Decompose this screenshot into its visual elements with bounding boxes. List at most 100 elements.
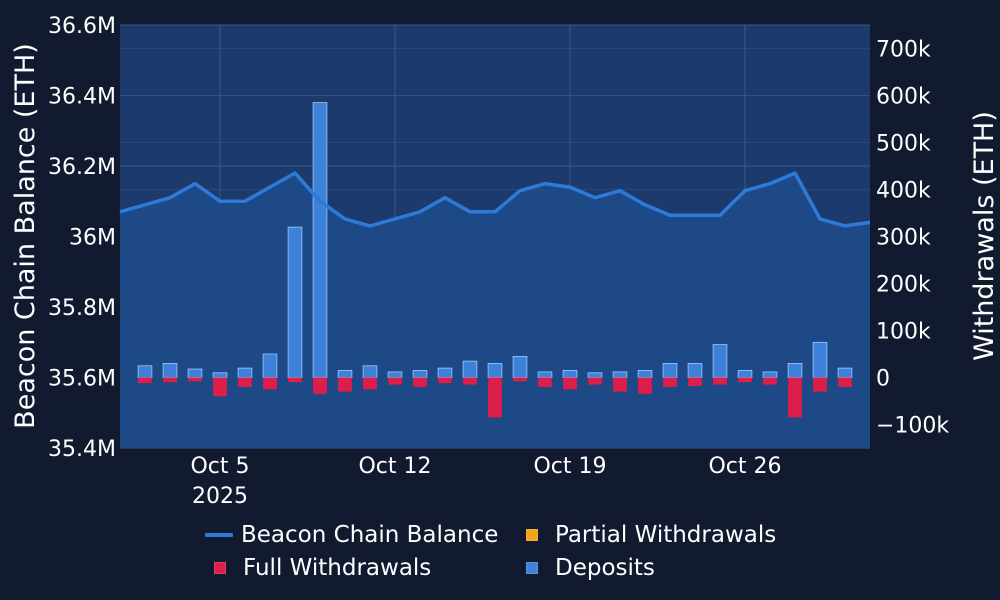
deposits-bar [562,369,578,378]
legend-item-full-withdrawals[interactable]: Full Withdrawals [205,555,431,581]
x-tick-label: Oct 26 [708,454,781,479]
deposits-bar [462,360,478,378]
x-tick-label: Oct 12 [358,454,431,479]
full-withdrawals-bar [213,377,227,397]
deposits-bar [512,355,528,378]
legend-label-deposits: Deposits [555,555,655,581]
full-withdrawals-bar [338,377,352,392]
deposits-bar [237,367,253,378]
bar-series [137,102,853,418]
full-withdrawals-bar [488,377,502,418]
full-withdrawals-bar [613,377,627,392]
full-withdrawals-bar [188,377,202,382]
legend-label-full-withdrawals: Full Withdrawals [243,555,432,581]
deposits-bar [412,369,428,378]
left-tick-label: 35.8M [48,296,116,321]
right-tick-label: −100k [876,414,949,439]
full-withdrawals-bar [663,377,677,387]
deposits-bar [837,367,853,378]
full-withdrawals-bar [313,377,327,394]
full-withdrawals-bar [838,377,852,387]
legend-label-balance: Beacon Chain Balance [241,522,499,548]
legend-item-balance[interactable]: Beacon Chain Balance [205,522,498,548]
full-withdrawals-bar [563,377,577,390]
right-tick-label: 500k [876,132,931,157]
deposits-bar [187,368,203,378]
full-withdrawals-bar [713,377,727,385]
left-axis: 35.4M 35.6M 35.8M 36M 36.2M 36.4M 36.6M [48,14,116,462]
right-axis-title: Withdrawals (ETH) [969,111,1000,361]
deposits-bar [812,341,828,378]
deposits-bar [287,226,303,378]
legend: Beacon Chain Balance Partial Withdrawals… [205,518,845,588]
full-withdrawals-bar [738,377,752,383]
balance-line [119,171,871,228]
full-withdrawals-bar [288,377,302,383]
full-withdrawals-bar [138,377,152,384]
full-withdrawals-bar [413,377,427,387]
deposits-bar [787,362,803,378]
x-axis: Oct 5 2025 Oct 12 Oct 19 Oct 26 [190,454,781,509]
deposits-bar [712,344,728,378]
deposits-bar [312,102,328,378]
full-withdrawals-bar [763,377,777,385]
x-tick-label: Oct 5 [190,454,249,479]
right-tick-label: 600k [876,85,931,110]
full-withdrawals-bar [438,377,452,384]
deposits-bar [637,369,653,378]
left-tick-label: 36.6M [48,14,116,39]
left-tick-label: 36M [69,226,116,251]
full-withdrawals-bar [463,377,477,385]
legend-item-deposits[interactable]: Deposits [517,555,655,581]
deposits-bar [612,371,628,378]
legend-label-partial-withdrawals: Partial Withdrawals [555,522,777,548]
deposits-bar [337,369,353,378]
deposits-bar [137,365,153,378]
full-withdrawals-bar [388,377,402,385]
deposits-bar [437,367,453,378]
right-tick-label: 0 [876,367,890,392]
legend-swatch-deposits [526,562,538,574]
full-withdrawals-bar [588,377,602,385]
right-tick-label: 400k [876,179,931,204]
full-withdrawals-bar [238,377,252,387]
left-tick-label: 35.4M [48,437,116,462]
right-tick-label: 700k [876,38,931,63]
deposits-bar [587,372,603,378]
deposits-bar [387,371,403,378]
right-tick-label: 300k [876,226,931,251]
full-withdrawals-bar [163,377,177,383]
deposits-bar [687,362,703,378]
deposits-bar [162,362,178,378]
left-tick-label: 36.4M [48,85,116,110]
right-tick-label: 200k [876,273,931,298]
full-withdrawals-bar [813,377,827,392]
full-withdrawals-bar [538,377,552,387]
left-axis-title: Beacon Chain Balance (ETH) [10,43,41,429]
legend-item-partial-withdrawals[interactable]: Partial Withdrawals [517,522,776,548]
deposits-bar [487,362,503,378]
balance-area [120,173,870,448]
legend-swatch-full-withdrawals [214,562,226,574]
deposits-bar [762,371,778,378]
legend-swatch-partial-withdrawals [526,529,538,541]
left-tick-label: 35.6M [48,367,116,392]
full-withdrawals-bar [513,377,527,382]
deposits-bar [362,365,378,378]
deposits-bar [737,369,753,378]
full-withdrawals-bar [788,377,802,418]
full-withdrawals-bar [688,377,702,386]
full-withdrawals-bar [363,377,377,390]
right-axis: −100k 0 100k 200k 300k 400k 500k 600k 700k [876,38,949,439]
deposits-bar [212,372,228,378]
right-tick-label: 100k [876,320,931,345]
x-tick-sublabel: 2025 [192,484,248,509]
deposits-bar [662,362,678,378]
left-tick-label: 36.2M [48,155,116,180]
x-tick-label: Oct 19 [533,454,606,479]
legend-swatch-balance [205,533,233,537]
full-withdrawals-bar [263,377,277,390]
deposits-bar [537,371,553,378]
full-withdrawals-bar [638,377,652,394]
